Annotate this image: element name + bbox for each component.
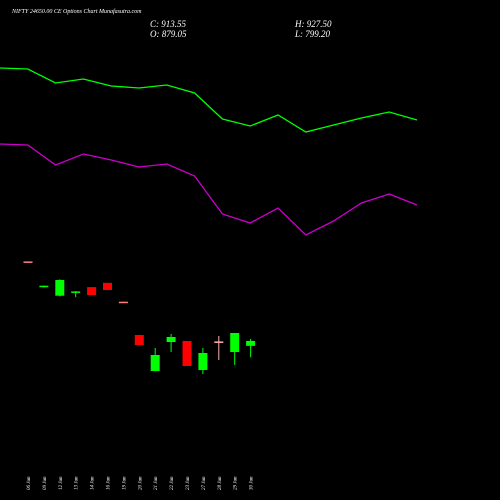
header-high: H: 927.50 [294,19,332,29]
header-close: C: 913.55 [150,19,187,29]
x-tick-label: 30 Jun [250,476,255,490]
candle-body [71,291,81,293]
header-open: O: 879.05 [150,29,187,39]
x-tick-label: 14 Jun [91,476,96,490]
candle-body [246,340,256,346]
candle-body [214,341,224,343]
x-tick-label: 19 Jun [122,476,127,490]
x-tick-label: 20 Jun [138,476,143,490]
x-tick-label: 28 Jun [218,476,223,490]
indicator-line [0,67,418,133]
candle-body [134,335,144,345]
candle-body [118,301,128,304]
candle-body [39,285,49,288]
candle-body [23,261,33,263]
x-tick-label: 09 Jun [43,476,48,490]
x-tick-label: 22 Jun [170,476,175,490]
candle-body [182,341,192,366]
x-tick-label: 13 Jun [75,476,80,490]
x-tick-label: 27 Jun [202,476,207,490]
candle-body [55,280,65,296]
x-tick-label: 12 Jun [59,476,64,490]
candle-body [230,333,240,352]
candle-body [198,353,208,370]
x-tick-label: 21 Jun [154,476,159,490]
header-low: L: 799.20 [294,29,331,39]
candle-body [87,287,97,295]
x-tick-label: 06 Jun [27,476,32,490]
candle-body [103,282,112,290]
candle-body [166,337,176,342]
x-tick-label: 16 Jun [107,476,112,490]
chart-title: NIFTY 24650.00 CE Options Chart Munafasu… [11,8,142,15]
x-tick-label: 29 Jun [234,476,239,490]
indicator-line [0,143,418,236]
x-tick-label: 23 Jun [186,476,191,490]
candle-body [150,355,160,371]
